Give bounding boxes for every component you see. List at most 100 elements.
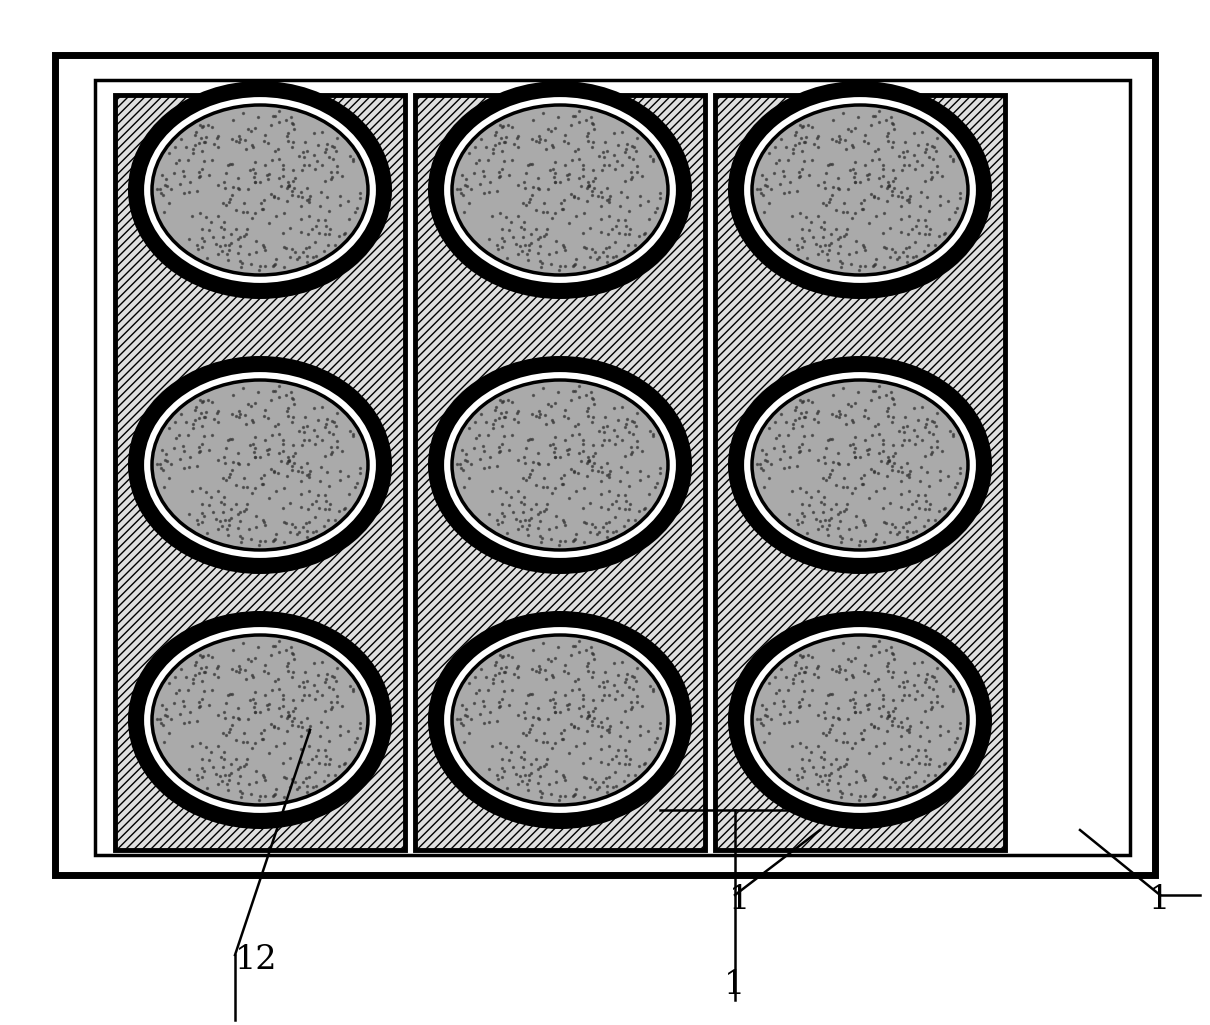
Point [500,751,519,768]
Point [508,208,528,224]
Point [551,703,570,720]
Point [152,697,172,713]
Point [166,669,185,686]
Point [935,754,955,771]
Point [530,528,549,544]
Point [237,479,257,495]
Point [766,414,785,430]
Point [870,644,889,660]
Point [847,519,866,535]
Point [559,166,578,182]
Point [499,647,518,663]
Point [523,156,542,172]
Point [507,405,526,421]
Point [212,748,231,765]
Point [615,501,634,518]
Point [200,442,219,458]
Point [347,730,367,746]
Point [582,109,601,125]
Point [560,392,580,408]
Point [246,449,265,465]
Point [750,711,770,728]
Point [569,465,588,482]
Point [322,446,341,462]
Point [621,496,640,512]
Point [334,756,353,773]
Point [899,191,918,207]
Point [448,710,467,727]
Point [276,770,295,786]
Point [306,509,325,526]
Point [617,493,636,509]
Point [814,489,834,505]
Point [230,664,249,681]
Point [494,508,513,525]
Point [549,792,569,809]
Point [148,180,167,197]
Point [235,661,254,678]
Point [920,501,939,518]
Point [590,198,610,214]
Point [508,138,528,155]
Point [808,658,828,674]
Point [252,469,271,486]
Point [221,509,241,526]
Point [197,780,217,796]
Point [192,436,212,452]
Point [217,472,236,488]
Point [874,224,893,241]
Point [897,778,916,794]
Point [330,188,350,204]
Point [246,174,265,191]
Point [624,237,644,253]
Point [577,128,597,145]
Point [485,137,505,154]
Point [834,734,853,750]
Point [889,249,909,265]
Point [905,436,924,452]
Point [307,683,327,699]
Point [841,785,860,802]
Point [489,410,508,426]
Point [508,706,528,723]
Point [273,168,293,184]
Point [551,258,570,275]
Point [322,164,341,180]
Point [786,124,806,140]
Point [515,710,535,727]
Point [834,725,853,741]
Point [835,131,854,148]
Point [492,394,512,410]
Point [473,163,492,179]
Point [802,682,822,698]
Point [292,183,311,200]
Point [847,233,866,249]
Point [492,691,512,707]
Point [269,465,288,482]
Point [461,180,480,197]
Point [283,437,302,453]
Point [933,443,952,459]
Point [898,418,917,435]
Point [328,688,347,704]
Point [912,653,932,669]
Point [208,176,227,193]
Point [316,670,335,687]
Point [906,523,926,539]
Point [885,170,904,187]
Point [548,640,567,656]
Point [208,658,227,674]
Point [779,458,799,475]
Point [924,237,944,253]
Point [284,391,304,407]
Point [286,519,305,535]
Point [229,658,248,674]
Point [893,244,912,260]
Point [846,429,865,446]
Point [808,403,828,419]
Point [508,452,528,468]
Point [310,755,329,772]
Point [865,383,885,400]
Point [283,448,302,464]
Point [778,426,797,443]
